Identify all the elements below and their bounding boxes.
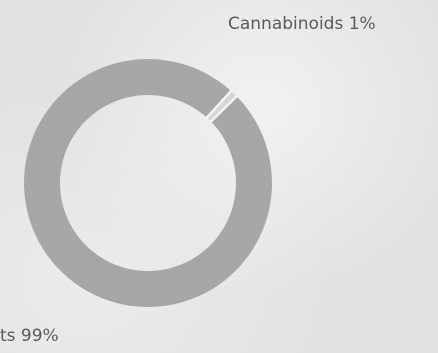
slice-label-rest: ts 99% [0,326,59,346]
slice-label-cannabinoids: Cannabinoids 1% [228,14,376,34]
slice-separator-1 [209,94,239,124]
donut-slice-cannabinoids [206,90,237,122]
slice-separator-0 [205,89,233,120]
